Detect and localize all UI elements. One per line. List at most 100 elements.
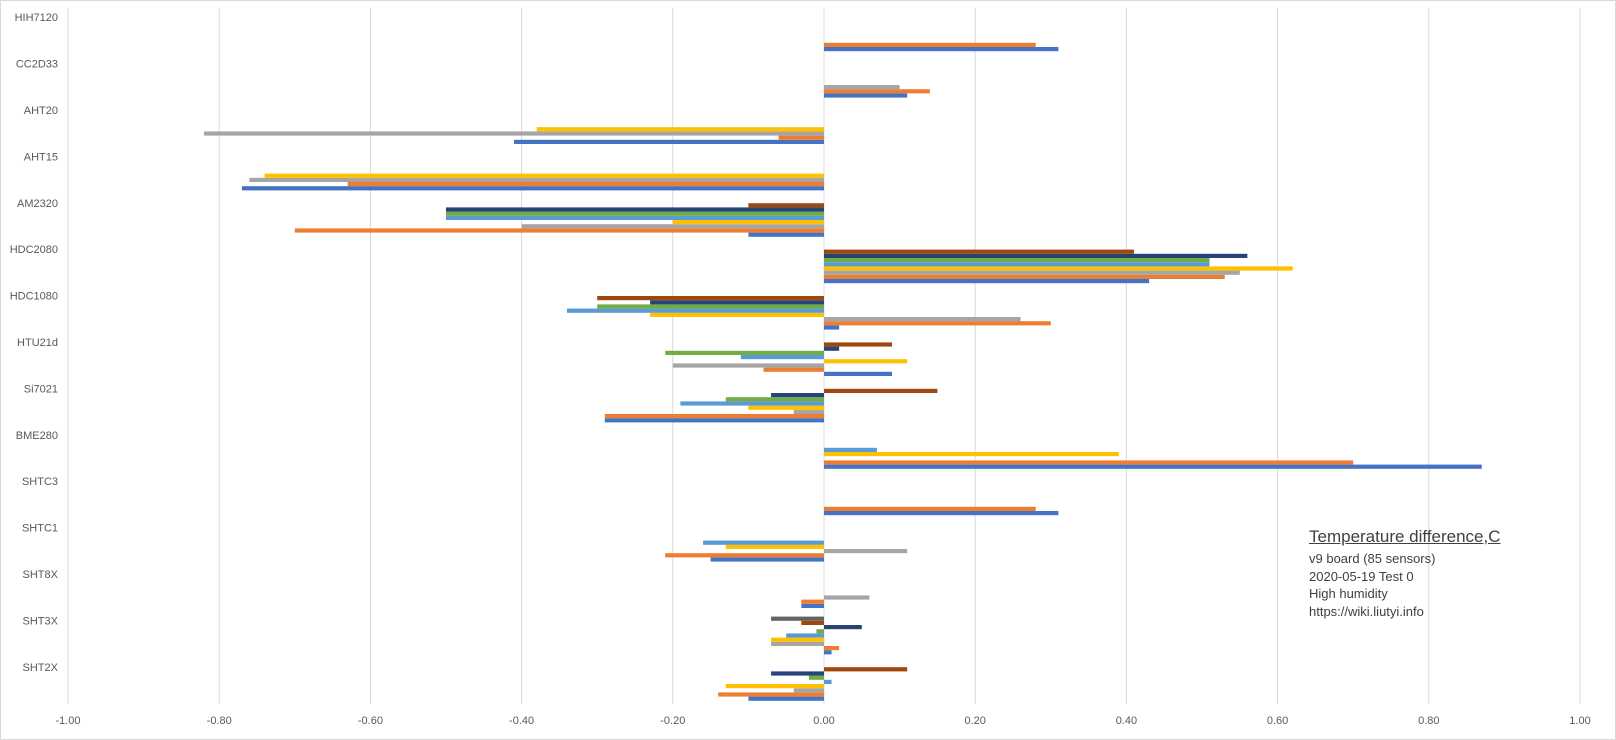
bar-aht15-3 <box>249 177 824 182</box>
bar-hdc1080-3 <box>824 317 1021 322</box>
bar-hdc1080-8 <box>597 296 824 301</box>
bar-shtc3-2 <box>824 506 1036 511</box>
category-label: CC2D33 <box>16 59 58 71</box>
chart-annotation: Temperature difference,C v9 board (85 se… <box>1309 526 1501 620</box>
bar-hdc1080-5 <box>566 308 824 313</box>
bar-hdc2080-8 <box>824 249 1134 254</box>
x-tick-label: 0.40 <box>1116 715 1137 727</box>
category-label: SHT8X <box>23 569 59 581</box>
bar-sht8x-2 <box>801 599 824 604</box>
x-tick-label: -0.80 <box>207 715 232 727</box>
bar-htu21d-2 <box>763 367 824 372</box>
x-tick-label: -0.20 <box>660 715 685 727</box>
x-axis-tick-labels: -1.00 -0.80 -0.60 -0.40 -0.20 0.00 0.20 0.40 0.6… <box>55 715 1590 727</box>
bar-htu21d-3 <box>672 363 824 368</box>
subtitle-date: 2020-05-19 Test 0 <box>1309 568 1414 584</box>
bar-sht2x-6 <box>808 675 824 680</box>
bar-shtc3-1 <box>824 511 1059 516</box>
bar-am2320-1 <box>748 232 824 237</box>
bar-htu21d-6 <box>665 350 824 355</box>
bar-hdc1080-4 <box>650 312 824 317</box>
bar-sht3x-1 <box>824 650 832 655</box>
bar-aht15-2 <box>347 182 824 187</box>
bar-si7021-3 <box>793 409 824 414</box>
subtitle-url: https://wiki.liutyi.info <box>1309 603 1424 619</box>
bar-sht2x-1 <box>748 696 824 701</box>
bar-sht3x-8 <box>801 620 824 625</box>
category-label: AHT15 <box>24 151 58 163</box>
bar-sht3x-3 <box>771 641 824 646</box>
category-label: SHTC3 <box>22 476 58 488</box>
bar-hdc2080-2 <box>824 274 1225 279</box>
bar-am2320-5 <box>446 215 824 220</box>
bar-sht3x-9 <box>771 616 824 621</box>
bar-htu21d-4 <box>824 359 908 364</box>
bar-aht20-4 <box>536 127 824 132</box>
bar-htu21d-1 <box>824 371 893 376</box>
bar-si7021-2 <box>604 414 824 419</box>
bar-hdc1080-2 <box>824 321 1051 326</box>
bar-si7021-6 <box>725 397 824 402</box>
bar-si7021-8 <box>824 388 938 393</box>
bar-am2320-3 <box>521 224 824 229</box>
bar-sht8x-3 <box>824 595 870 600</box>
x-tick-label: 0.80 <box>1418 715 1439 727</box>
bar-bme280-2 <box>824 460 1354 465</box>
bar-cc2d33-1 <box>824 93 908 98</box>
grid-lines <box>67 8 1581 704</box>
x-tick-label: 1.00 <box>1569 715 1590 727</box>
category-label: HTU21d <box>17 337 58 349</box>
bar-sht2x-8 <box>824 667 908 672</box>
bar-aht20-2 <box>778 135 824 140</box>
bar-si7021-5 <box>680 401 824 406</box>
x-tick-label: -1.00 <box>55 715 80 727</box>
bar-hih7120-1 <box>824 47 1059 52</box>
category-label: HDC1080 <box>10 291 58 303</box>
bar-sht8x-1 <box>801 603 824 608</box>
x-tick-label: -0.60 <box>358 715 383 727</box>
bar-shtc1-4 <box>725 544 824 549</box>
bar-shtc1-1 <box>710 557 824 562</box>
category-label: SHTC1 <box>22 523 58 535</box>
category-label: HDC2080 <box>10 244 58 256</box>
category-label: AHT20 <box>24 105 58 117</box>
bar-cc2d33-2 <box>824 89 930 94</box>
category-label: AM2320 <box>17 198 58 210</box>
bar-si7021-7 <box>771 393 824 398</box>
bar-htu21d-7 <box>824 346 840 351</box>
bar-am2320-2 <box>294 228 824 233</box>
category-label: SHT3X <box>23 615 59 627</box>
bar-shtc1-2 <box>665 553 824 558</box>
bar-si7021-4 <box>748 405 824 410</box>
bar-aht15-4 <box>264 173 824 178</box>
subtitle-board: v9 board (85 sensors) <box>1309 551 1436 566</box>
bar-hdc2080-7 <box>824 253 1248 258</box>
bar-cc2d33-3 <box>824 85 900 90</box>
bar-hdc2080-5 <box>824 262 1210 267</box>
bar-htu21d-8 <box>824 342 893 347</box>
bar-bme280-1 <box>824 464 1482 469</box>
bar-hdc2080-6 <box>824 258 1210 263</box>
bar-sht3x-2 <box>824 646 840 651</box>
bar-am2320-7 <box>446 207 824 212</box>
x-tick-label: 0.00 <box>813 715 834 727</box>
bar-hdc2080-4 <box>824 266 1293 271</box>
bar-bme280-4 <box>824 452 1119 457</box>
category-labels: HIH7120 CC2D33 AHT20 AHT15 AM2320 HDC2080 HDC1… <box>10 12 59 674</box>
bar-sht3x-4 <box>771 637 824 642</box>
category-label: HIH7120 <box>15 12 58 24</box>
category-label: BME280 <box>16 430 58 442</box>
bar-sht2x-4 <box>725 684 824 689</box>
subtitle-condition: High humidity <box>1309 586 1388 601</box>
bar-sht3x-5 <box>786 633 824 638</box>
bar-hdc2080-1 <box>824 279 1150 284</box>
bar-hdc1080-1 <box>824 325 840 330</box>
bar-sht3x-7 <box>824 625 862 630</box>
bar-am2320-8 <box>748 203 824 208</box>
bar-hih7120-2 <box>824 42 1036 47</box>
bar-am2320-4 <box>672 220 824 225</box>
bar-sht2x-5 <box>824 679 832 684</box>
bar-sht3x-6 <box>816 629 824 634</box>
